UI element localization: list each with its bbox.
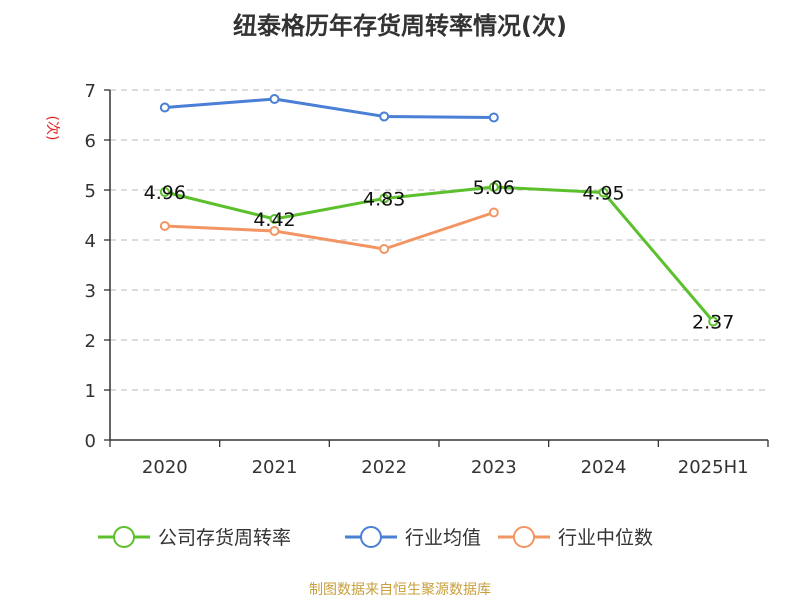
legend-swatch-marker: [113, 526, 135, 548]
y-tick-label: 4: [85, 231, 96, 252]
y-tick-label: 2: [85, 331, 96, 352]
axes: 0 1 2 3 4 5 6 7 2020 2021 2022 2023 2024 2025H1: [85, 81, 769, 478]
data-label: 4.96: [144, 182, 186, 204]
data-label: 5.06: [473, 177, 515, 199]
data-point[interactable]: [379, 111, 390, 122]
x-tick-label: 2024: [581, 457, 627, 478]
x-tick-label: 2020: [142, 457, 188, 478]
y-tick-label: 3: [85, 281, 96, 302]
x-tick-label: 2021: [252, 457, 298, 478]
x-tick-label: 2023: [471, 457, 517, 478]
legend-item-label[interactable]: 行业均值: [405, 527, 481, 549]
series-layer: [159, 94, 719, 327]
data-point[interactable]: [488, 182, 499, 192]
legend-swatch-marker: [360, 526, 382, 548]
data-point[interactable]: [159, 221, 170, 231]
data-point[interactable]: [269, 214, 280, 224]
y-tick-label: 5: [85, 181, 96, 202]
data-point[interactable]: [269, 94, 280, 104]
series-line-1: [164, 97, 494, 119]
data-label: 2.37: [692, 312, 734, 334]
data-point[interactable]: [708, 316, 719, 327]
series-line-2: [164, 211, 495, 251]
legend-item-label[interactable]: 行业中位数: [558, 527, 653, 549]
legend[interactable]: 公司存货周转率 行业均值 行业中位数: [98, 526, 653, 549]
chart-title: 纽泰格历年存货周转率情况(次): [233, 12, 567, 40]
data-point[interactable]: [488, 112, 499, 123]
data-point[interactable]: [598, 187, 609, 198]
y-tick-label: 6: [85, 131, 96, 152]
data-point[interactable]: [379, 193, 390, 204]
data-point[interactable]: [269, 226, 280, 236]
y-tick-label: 7: [85, 81, 96, 102]
source-note: 制图数据来自恒生聚源数据库: [309, 582, 491, 598]
data-point[interactable]: [159, 102, 170, 113]
x-tick-label: 2022: [361, 457, 407, 478]
data-label: 4.42: [253, 209, 295, 231]
grid: [110, 89, 768, 391]
y-axis-label: (次): [44, 116, 60, 141]
legend-item-label[interactable]: 公司存货周转率: [158, 527, 291, 549]
data-point[interactable]: [159, 187, 170, 197]
data-labels: 4.96 4.42 4.83 5.06 4.95 2.37: [144, 177, 735, 334]
y-tick-label: 1: [85, 381, 96, 402]
y-tick-label: 0: [85, 431, 96, 452]
data-label: 4.83: [363, 189, 405, 211]
data-point[interactable]: [488, 207, 499, 218]
series-line-0: [164, 185, 715, 323]
data-label: 4.95: [582, 183, 624, 205]
legend-swatch-marker: [513, 526, 535, 548]
data-point[interactable]: [379, 244, 390, 254]
x-tick-label: 2025H1: [678, 457, 749, 478]
